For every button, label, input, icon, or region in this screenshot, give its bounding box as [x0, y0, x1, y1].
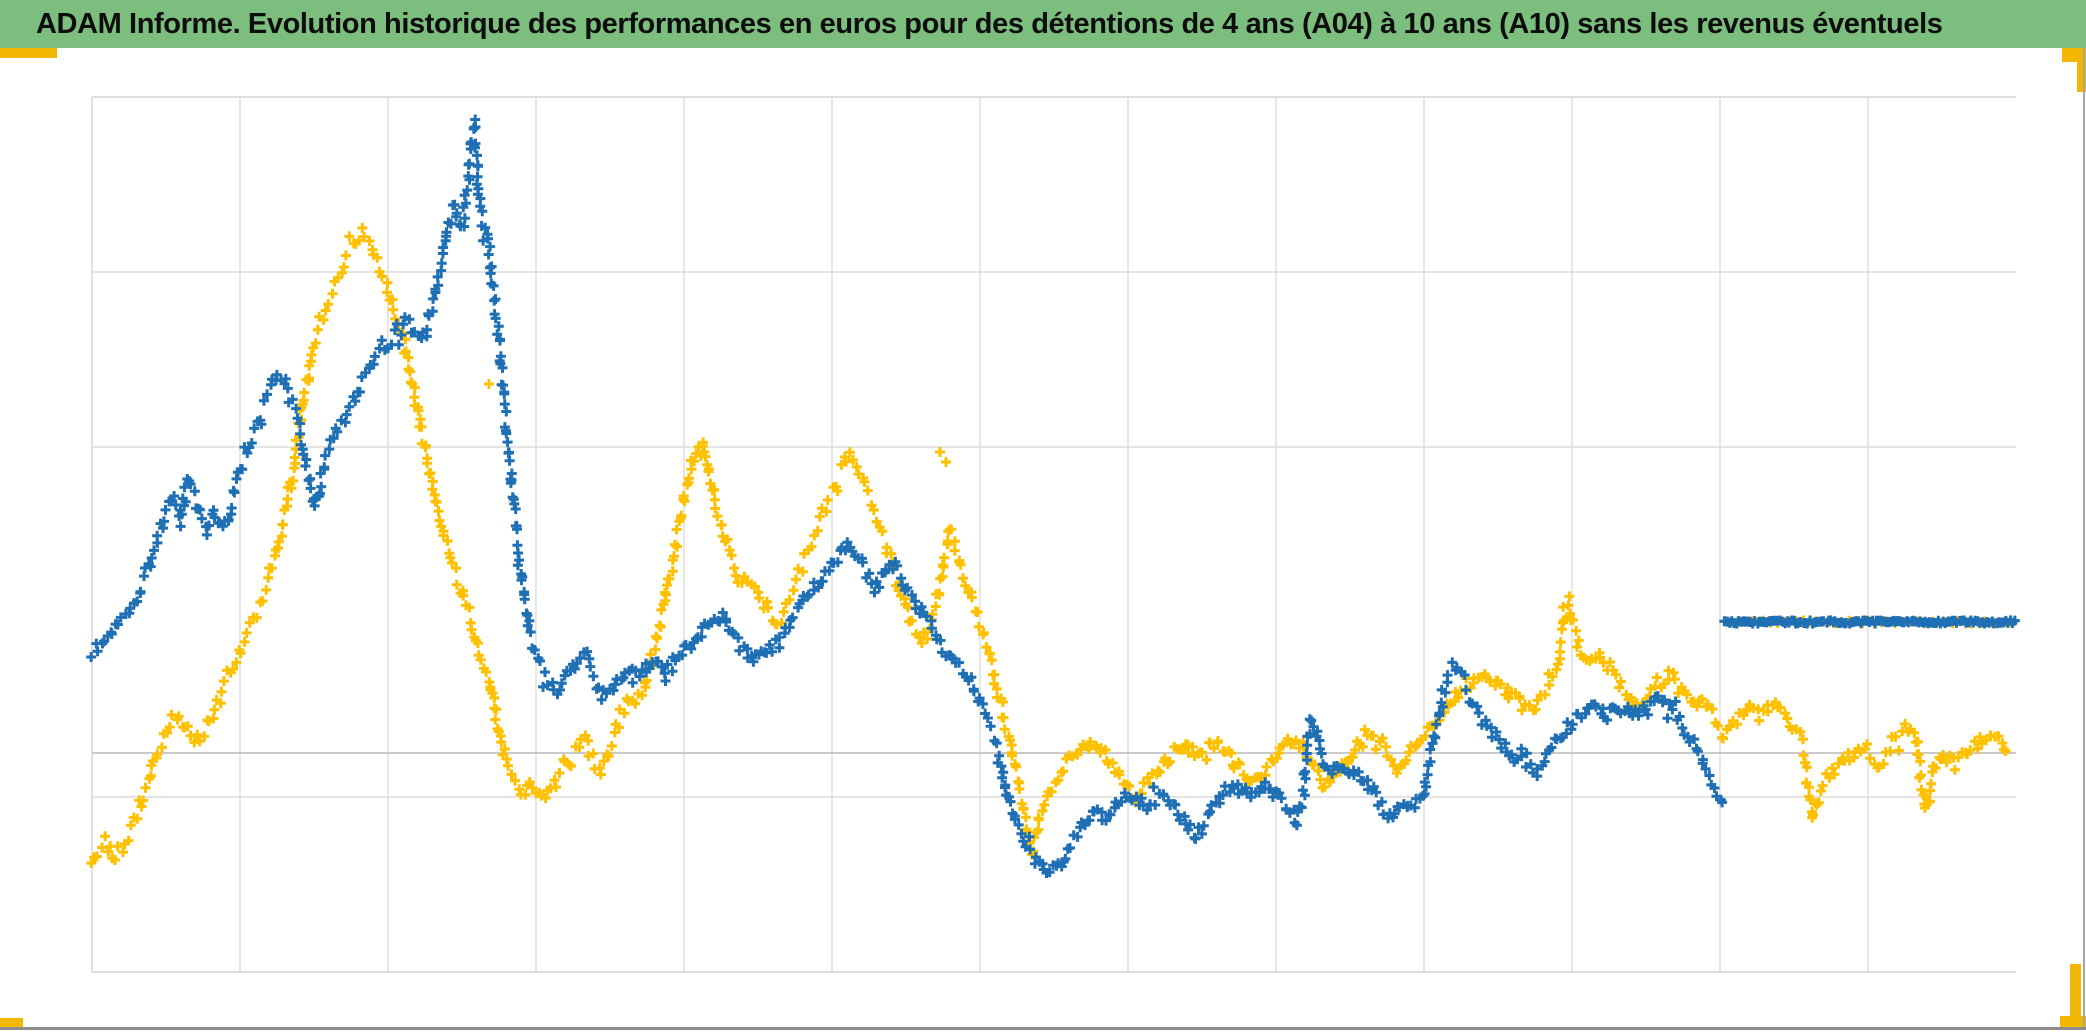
- gold-accent-top-right-v: [2077, 60, 2086, 92]
- scatter-blue-series: [86, 114, 1728, 878]
- gold-accent-bottom-right-v: [2070, 964, 2081, 1022]
- gold-accent-bottom-right-foot: [2060, 1016, 2086, 1030]
- window-edge-bottom: [0, 1027, 2086, 1030]
- flat-line-blue-markers: [1719, 615, 2020, 629]
- gold-accent-under-title-left: [0, 48, 57, 58]
- window-edge-right: [2083, 48, 2085, 1029]
- title-bar: ADAM Informe. Evolution historique des p…: [0, 0, 2086, 48]
- gold-accent-top-right-h: [2062, 48, 2086, 62]
- scatter-gold-series: [86, 222, 2011, 869]
- page-title: ADAM Informe. Evolution historique des p…: [36, 7, 1943, 40]
